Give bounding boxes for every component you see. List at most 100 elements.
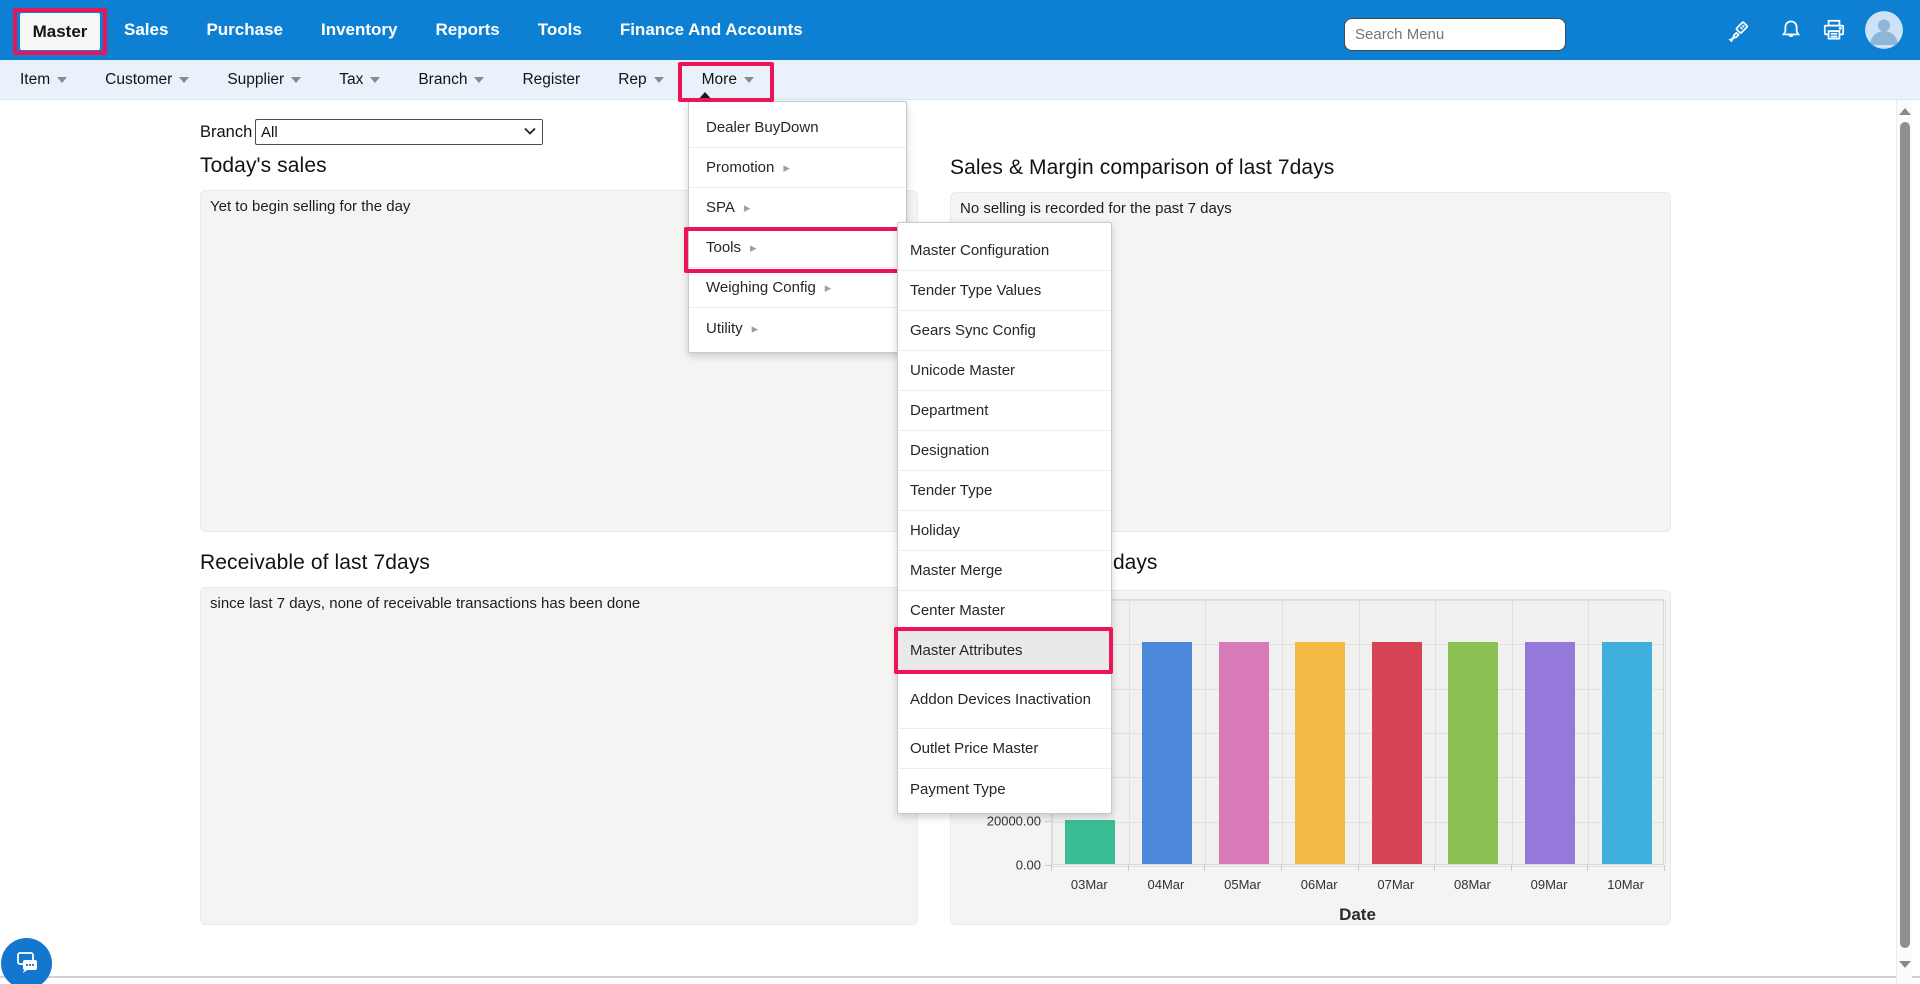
subnav-item-more[interactable]: More <box>702 71 754 89</box>
submenu-item-tender-type[interactable]: Tender Type <box>898 471 1111 511</box>
submenu-item-label: Department <box>910 402 989 419</box>
x-axis-tick-label: 06Mar <box>1300 877 1338 892</box>
subnav-item-rep[interactable]: Rep <box>618 70 664 89</box>
submenu-item-label: Tender Type <box>910 482 993 499</box>
chart-bar-08mar[interactable] <box>1448 642 1499 864</box>
chevron-down-icon <box>291 76 302 83</box>
nav-item-tools[interactable]: Tools <box>537 20 582 39</box>
x-axis-tick-label: 04Mar <box>1147 877 1185 892</box>
menu-item-spa[interactable]: SPA ▸ <box>689 188 906 228</box>
menu-item-label: Dealer BuyDown <box>706 119 819 136</box>
chevron-right-icon: ▸ <box>751 320 759 336</box>
today-sales-message: Yet to begin selling for the day <box>210 198 411 215</box>
chart-bar-10mar[interactable] <box>1601 642 1652 864</box>
subnav-item-label: Customer <box>105 70 173 88</box>
chevron-right-icon: ▸ <box>824 280 832 295</box>
avatar[interactable] <box>1865 11 1903 49</box>
subnav-item-register[interactable]: Register <box>522 71 580 89</box>
chart-bar-05mar[interactable] <box>1218 642 1269 864</box>
top-navigation-bar: Master Sales Purchase Inventory Reports Tool… <box>0 0 1920 60</box>
submenu-item-designation[interactable]: Designation <box>898 431 1111 471</box>
submenu-item-master-configuration[interactable]: Master Configuration <box>898 231 1111 271</box>
vertical-scrollbar[interactable] <box>1896 100 1912 984</box>
scrollbar-down-arrow[interactable] <box>1899 961 1911 968</box>
receivable-panel: since last 7 days, none of receivable tr… <box>200 587 918 925</box>
menu-item-label: Weighing Config <box>706 279 816 296</box>
chart-gridline <box>1052 644 1663 646</box>
nav-item-inventory[interactable]: Inventory <box>320 20 398 39</box>
chart-bar-09mar[interactable] <box>1525 642 1576 864</box>
subnav-item-label: Item <box>20 70 51 88</box>
chart-bar-06mar[interactable] <box>1295 642 1346 864</box>
more-dropdown-menu: Dealer BuyDown Promotion ▸ SPA ▸ Tools ▸ Weighi… <box>688 101 907 353</box>
menu-item-tools[interactable]: Tools ▸ <box>689 228 906 268</box>
submenu-item-label: Master Attributes <box>910 642 1023 659</box>
submenu-item-label: Payment Type <box>910 780 1006 798</box>
submenu-item-addon-devices-inactivation[interactable]: Addon Devices Inactivation <box>898 671 1111 729</box>
submenu-item-tender-type-values[interactable]: Tender Type Values <box>898 271 1111 311</box>
chart-axis-tick <box>1127 865 1129 871</box>
submenu-item-department[interactable]: Department <box>898 391 1111 431</box>
receivable-message: since last 7 days, none of receivable tr… <box>210 595 641 612</box>
search-menu-input[interactable] <box>1344 18 1566 51</box>
nav-item-finance-and-accounts[interactable]: Finance And Accounts <box>619 20 803 39</box>
subnav-item-branch[interactable]: Branch <box>418 71 485 89</box>
chevron-right-icon: ▸ <box>743 200 751 215</box>
submenu-item-label: Master Merge <box>910 562 1003 579</box>
chevron-right-icon: ▸ <box>783 160 790 175</box>
chart-axis-tick <box>1434 865 1436 871</box>
chat-icon <box>16 951 37 973</box>
branch-filter-label: Branch <box>200 123 253 141</box>
bell-icon[interactable] <box>1778 17 1804 43</box>
printer-icon[interactable] <box>1821 17 1847 43</box>
chart-axis-tick <box>1045 865 1051 866</box>
chart-gridline <box>1511 600 1513 864</box>
submenu-item-holiday[interactable]: Holiday <box>898 511 1111 551</box>
chevron-down-icon <box>653 76 664 83</box>
receivable-title: Receivable of last 7days <box>200 551 431 574</box>
chart-axis-tick <box>1051 865 1052 871</box>
chart-gridline <box>1052 821 1663 823</box>
subnav-item-supplier[interactable]: Supplier <box>227 71 302 89</box>
chart-gridline <box>1281 600 1283 864</box>
nav-item-sales[interactable]: Sales <box>124 20 169 39</box>
nav-item-master[interactable]: Master <box>20 13 100 50</box>
subnav-item-label: Rep <box>618 70 647 88</box>
branch-select[interactable]: All <box>255 119 543 145</box>
x-axis-title: Date <box>1339 905 1376 924</box>
submenu-item-payment-type[interactable]: Payment Type <box>898 769 1111 809</box>
scrollbar-up-arrow[interactable] <box>1899 108 1911 115</box>
subnav-item-tax[interactable]: Tax <box>339 71 381 89</box>
menu-item-promotion[interactable]: Promotion ▸ <box>689 148 906 188</box>
today-sales-title: Today's sales <box>200 154 327 177</box>
x-axis-tick-label: 07Mar <box>1377 877 1415 892</box>
submenu-item-master-attributes[interactable]: Master Attributes <box>898 631 1111 671</box>
chart-bar-04mar[interactable] <box>1141 642 1192 864</box>
x-axis-tick-label: 03Mar <box>1070 877 1108 892</box>
menu-item-weighing-config[interactable]: Weighing Config ▸ <box>689 268 906 308</box>
submenu-item-gears-sync-config[interactable]: Gears Sync Config <box>898 311 1111 351</box>
menu-item-utility[interactable]: Utility ▸ <box>689 308 906 348</box>
scrollbar-thumb[interactable] <box>1900 122 1910 948</box>
chat-widget-button[interactable] <box>1 938 52 984</box>
chart-axis-tick <box>1587 865 1589 871</box>
chart-gridline <box>1588 600 1590 864</box>
subnav-item-customer[interactable]: Customer <box>105 70 190 89</box>
submenu-item-master-merge[interactable]: Master Merge <box>898 551 1111 591</box>
nav-item-reports[interactable]: Reports <box>435 20 500 39</box>
chart-bar-03mar[interactable] <box>1065 819 1116 864</box>
module-menu-bar: Item Customer Supplier Tax Branch Register Rep… <box>0 60 1920 100</box>
chart-gridline <box>1358 600 1360 864</box>
chevron-down-icon <box>57 76 68 83</box>
subnav-item-item[interactable]: Item <box>20 70 68 89</box>
paint-brush-icon[interactable] <box>1727 17 1753 43</box>
submenu-item-center-master[interactable]: Center Master <box>898 591 1111 631</box>
x-axis-tick-label: 05Mar <box>1224 877 1261 892</box>
chart-gridline <box>1128 600 1130 864</box>
submenu-item-outlet-price-master[interactable]: Outlet Price Master <box>898 729 1111 769</box>
nav-item-purchase[interactable]: Purchase <box>206 20 283 39</box>
menu-item-dealer-buydown[interactable]: Dealer BuyDown <box>689 108 906 148</box>
submenu-item-unicode-master[interactable]: Unicode Master <box>898 351 1111 391</box>
chart-bar-07mar[interactable] <box>1371 642 1422 864</box>
